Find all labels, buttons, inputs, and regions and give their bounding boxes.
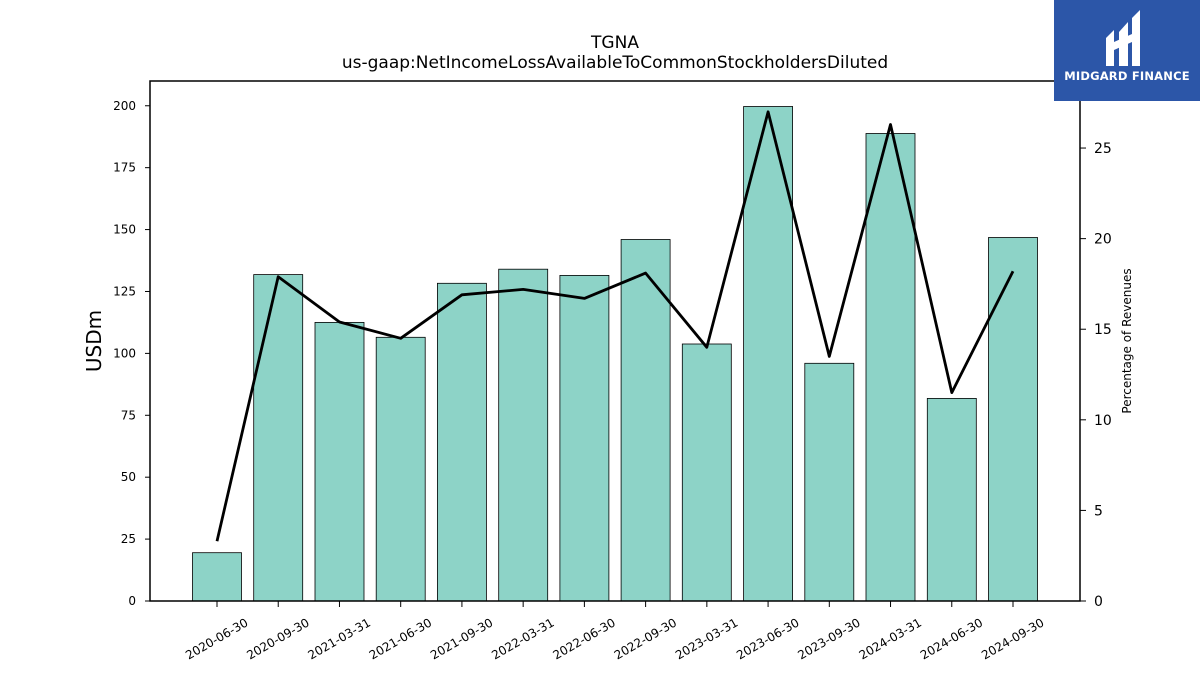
x-tick-label: 2021-06-30 [367,615,434,662]
y2-tick-label: 20 [1094,232,1112,248]
y-tick-label: 150 [113,223,136,237]
y2-tick-label: 25 [1094,141,1112,157]
chart-title: TGNA [590,33,639,53]
x-tick-label: 2022-06-30 [550,615,617,662]
x-tick-label: 2024-09-30 [979,615,1046,662]
x-tick-label: 2022-03-31 [489,615,556,662]
bar-2020-06-30 [192,552,242,602]
bar-2023-03-31 [681,343,732,602]
x-tick-label: 2021-03-31 [306,615,373,662]
x-tick-label: 2023-09-30 [795,615,862,662]
plot-frame [149,80,1081,602]
bar-2023-06-30 [743,106,793,602]
y-tick-label: 100 [113,346,136,360]
y2-axis-label: Percentage of Revenues [1120,268,1134,413]
y2-tick-label: 5 [1094,503,1103,519]
bar-2021-09-30 [436,282,487,602]
y-axis-label: USDm [82,310,106,372]
bar-2023-09-30 [804,362,855,602]
bar-2021-06-30 [375,336,426,602]
y2-tick-label: 10 [1094,413,1112,429]
bar-2024-06-30 [926,397,977,602]
bar-2022-03-31 [498,268,549,602]
bar-2022-06-30 [559,274,610,602]
x-axis: 2020-06-302020-09-302021-03-312021-06-30… [183,601,1047,662]
x-tick-label: 2024-03-31 [857,615,924,662]
y-tick-label: 25 [121,532,136,546]
bar-2022-09-30 [620,239,671,602]
y2-tick-label: 15 [1094,322,1112,338]
x-tick-label: 2024-06-30 [918,615,985,662]
y-axis: 0 25 50 75 100 125 150 175 200 [113,99,150,608]
x-tick-label: 2021-09-30 [428,615,495,662]
x-tick-label: 2022-09-30 [612,615,679,662]
midgard-finance-logo: MIDGARD FINANCE [1054,0,1200,101]
x-tick-label: 2020-06-30 [183,615,250,662]
y2-tick-label: 0 [1094,594,1103,610]
x-tick-label: 2020-09-30 [244,615,311,662]
y-tick-label: 175 [113,161,136,175]
logo-text: MIDGARD FINANCE [1064,69,1190,83]
midgard-logo-icon [1106,10,1140,66]
y2-axis: 0 5 10 15 20 25 [1080,141,1112,610]
bar-2020-09-30 [253,274,304,602]
bar-2024-09-30 [988,237,1038,602]
y-tick-label: 75 [121,408,136,422]
y-tick-label: 0 [128,594,136,608]
y-tick-label: 200 [113,99,136,113]
line-series [215,110,1015,542]
x-tick-label: 2023-06-30 [734,615,801,662]
x-tick-label: 2023-03-31 [673,615,740,662]
bar-2024-03-31 [865,133,916,602]
bar-series [192,106,1038,602]
y-tick-label: 125 [113,284,136,298]
percentage-line [215,110,1015,542]
chart-subtitle: us-gaap:NetIncomeLossAvailableToCommonSt… [342,53,888,73]
bar-2021-03-31 [314,321,365,602]
y-tick-label: 50 [121,470,136,484]
